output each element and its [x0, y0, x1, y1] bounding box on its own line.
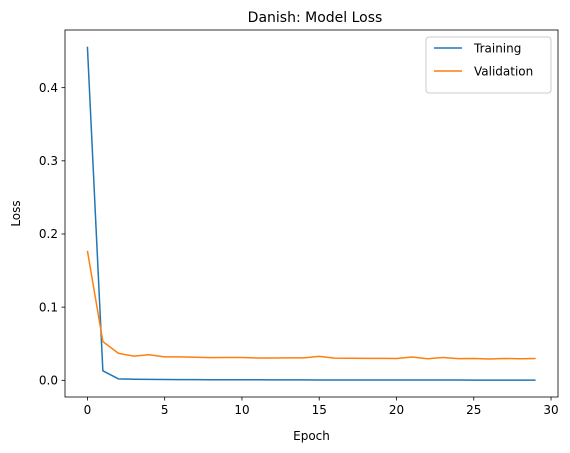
x-tick-label: 25: [466, 403, 481, 417]
y-tick-label: 0.0: [39, 374, 58, 388]
x-tick-label: 30: [543, 403, 558, 417]
x-axis-label: Epoch: [293, 429, 330, 443]
legend: Training Validation: [425, 36, 552, 94]
y-axis-label: Loss: [9, 200, 23, 226]
series-line-training: [86, 46, 536, 381]
x-tick-label: 10: [234, 403, 249, 417]
legend-label: Training: [473, 41, 521, 55]
y-tick-label: 0.2: [39, 227, 58, 241]
y-tick-label: 0.4: [39, 81, 58, 95]
plot-frame: [64, 29, 559, 398]
series-line-validation: [86, 250, 536, 360]
x-tick-label: 20: [389, 403, 404, 417]
legend-label: Validation: [474, 64, 533, 78]
x-tick-label: 15: [312, 403, 327, 417]
legend-frame: [425, 36, 552, 94]
y-tick-label: 0.1: [39, 300, 58, 314]
x-axis-ticks: 0 5 10 15 20 25 30: [84, 397, 559, 417]
y-axis-ticks: 0.0 0.1 0.2 0.3 0.4: [39, 81, 65, 388]
chart-title: Danish: Model Loss: [248, 10, 383, 26]
x-tick-label: 0: [84, 403, 92, 417]
series-layer: [86, 46, 536, 381]
y-tick-label: 0.3: [39, 154, 58, 168]
x-tick-label: 5: [161, 403, 169, 417]
